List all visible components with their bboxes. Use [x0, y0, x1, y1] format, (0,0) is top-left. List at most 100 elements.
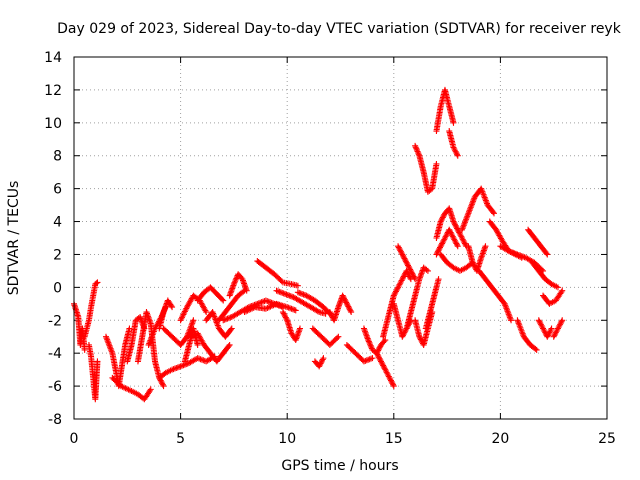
data-marker	[436, 245, 443, 252]
y-tick-label: -6	[48, 379, 62, 395]
data-point	[369, 355, 376, 362]
data-marker	[440, 213, 447, 220]
data-point	[320, 355, 327, 362]
y-tick-label: -8	[48, 412, 62, 428]
y-tick-label: 6	[53, 182, 62, 198]
data-marker	[452, 148, 459, 155]
data-marker	[554, 326, 561, 333]
data-marker	[374, 351, 381, 358]
data-marker	[341, 295, 348, 302]
data-point	[441, 235, 448, 241]
data-marker	[409, 272, 416, 279]
data-marker	[400, 252, 407, 259]
data-marker	[460, 237, 467, 244]
data-marker	[146, 387, 153, 394]
data-point	[437, 218, 444, 225]
data-marker	[397, 248, 404, 255]
data-point	[435, 276, 442, 283]
data-marker	[448, 230, 455, 237]
x-tick-label: 15	[385, 431, 403, 447]
data-marker	[341, 296, 348, 303]
data-point	[446, 226, 453, 233]
data-point	[382, 366, 389, 373]
data-marker	[457, 232, 464, 239]
data-point	[296, 325, 303, 332]
data-marker	[316, 361, 323, 368]
data-marker	[439, 215, 446, 222]
data-point	[395, 243, 402, 250]
data-point	[190, 317, 197, 324]
data-marker	[458, 233, 465, 240]
data-marker	[536, 318, 543, 325]
data-marker	[227, 326, 234, 333]
data-marker	[397, 280, 404, 287]
data-point	[437, 243, 444, 250]
data-marker	[401, 329, 408, 336]
data-point	[554, 325, 561, 332]
data-marker	[282, 313, 289, 320]
data-marker	[168, 302, 175, 309]
data-marker	[232, 276, 239, 283]
data-marker	[406, 265, 413, 272]
data-marker	[402, 328, 409, 335]
data-marker	[346, 306, 353, 313]
y-axis-label: SDTVAR / TECUs	[6, 181, 22, 296]
data-marker	[456, 229, 463, 236]
data-marker	[436, 244, 443, 251]
data-marker	[434, 250, 441, 257]
data-marker	[434, 248, 441, 255]
data-marker	[438, 241, 445, 248]
data-point	[454, 152, 461, 159]
data-marker	[383, 369, 390, 376]
data-point	[559, 287, 566, 294]
x-tick-label: 0	[70, 431, 79, 447]
data-marker	[375, 347, 382, 354]
data-marker	[390, 381, 397, 388]
data-point	[450, 119, 457, 126]
data-marker	[545, 330, 552, 337]
data-marker	[451, 221, 458, 228]
data-marker	[402, 256, 409, 263]
data-marker	[555, 324, 562, 331]
data-point	[424, 267, 431, 274]
data-marker	[375, 352, 382, 359]
data-point	[126, 325, 133, 332]
data-marker	[384, 370, 391, 377]
data-marker	[453, 240, 460, 247]
data-point	[450, 218, 457, 225]
y-tick-label: 10	[44, 116, 62, 132]
data-point	[365, 337, 372, 344]
data-point	[292, 307, 299, 314]
data-point	[228, 325, 235, 332]
data-marker	[283, 315, 290, 322]
data-marker	[455, 228, 462, 235]
data-marker	[439, 240, 446, 247]
data-point	[339, 292, 346, 299]
data-point	[203, 309, 210, 316]
y-tick-label: 14	[44, 50, 62, 66]
data-point	[226, 341, 233, 348]
data-marker	[410, 273, 417, 280]
data-marker	[380, 362, 387, 369]
data-marker	[451, 145, 458, 152]
data-marker	[395, 244, 402, 251]
data-point	[390, 383, 397, 390]
data-marker	[404, 261, 411, 268]
data-marker	[400, 273, 407, 280]
data-marker	[385, 372, 392, 379]
data-point	[416, 333, 423, 340]
data-points	[71, 86, 566, 403]
y-tick-label: 8	[53, 149, 62, 165]
data-marker	[557, 321, 564, 328]
y-tick-label: 2	[53, 247, 62, 263]
data-marker	[415, 151, 422, 158]
data-point	[548, 325, 555, 332]
data-marker	[415, 149, 422, 156]
data-marker	[414, 148, 421, 155]
data-marker	[233, 275, 240, 282]
data-marker	[397, 278, 404, 285]
data-point	[326, 309, 333, 316]
data-marker	[159, 381, 166, 388]
x-tick-label: 25	[598, 431, 616, 447]
data-point	[482, 243, 489, 250]
